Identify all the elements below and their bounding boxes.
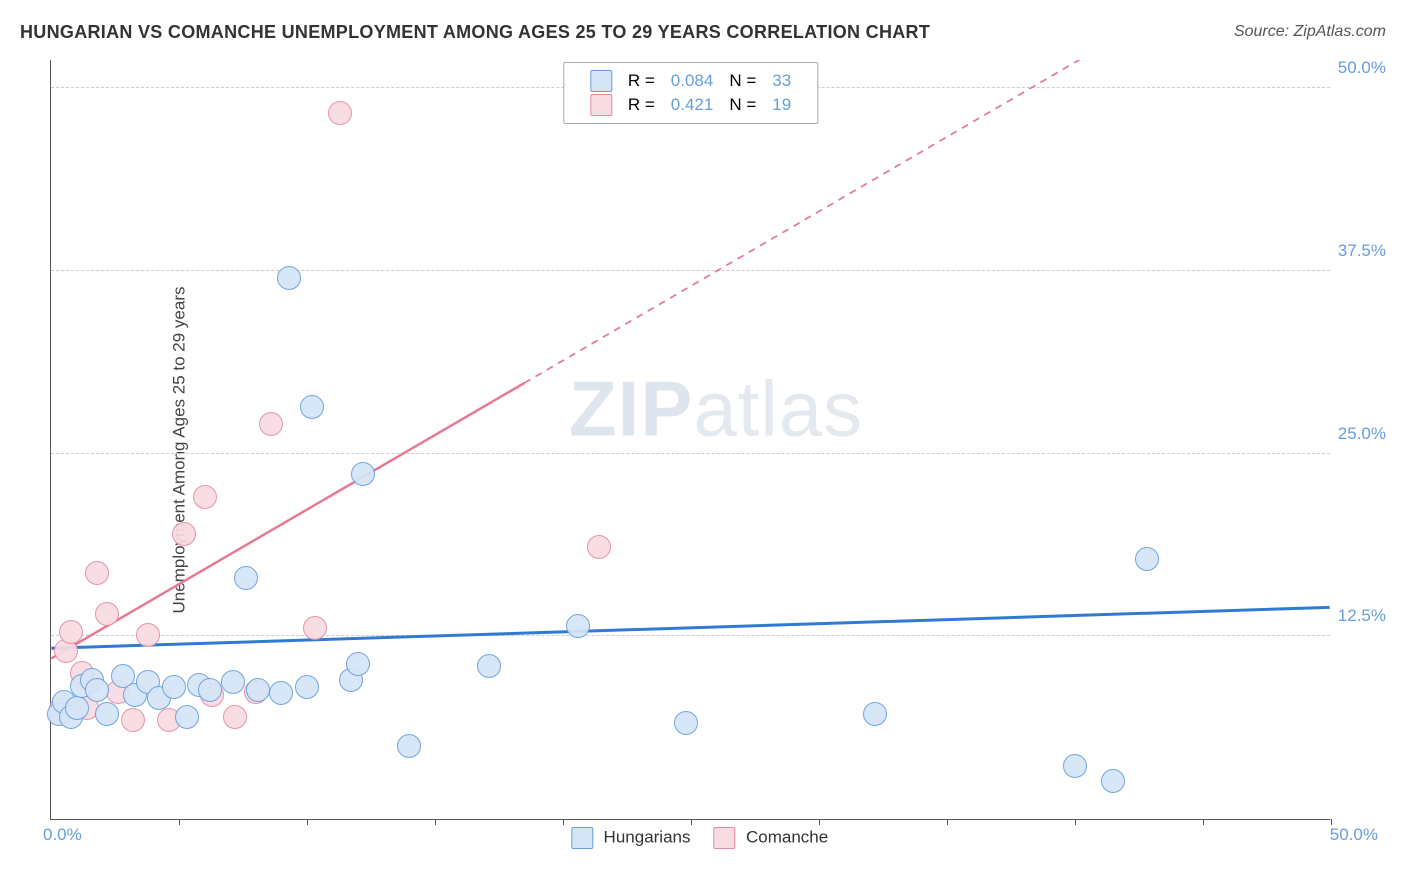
- x-tick: [1331, 819, 1332, 825]
- x-tick: [435, 819, 436, 825]
- scatter-point-hungarians: [300, 395, 324, 419]
- x-axis-max-label: 50.0%: [1330, 825, 1378, 845]
- n-label: N =: [721, 69, 764, 93]
- y-tick-label: 25.0%: [1338, 424, 1386, 444]
- scatter-point-hungarians: [397, 734, 421, 758]
- gridline: [51, 270, 1330, 271]
- watermark: ZIPatlas: [569, 364, 863, 455]
- x-tick: [1075, 819, 1076, 825]
- scatter-point-hungarians: [351, 462, 375, 486]
- scatter-point-hungarians: [65, 696, 89, 720]
- y-tick-label: 12.5%: [1338, 606, 1386, 626]
- r-label: R =: [620, 69, 663, 93]
- scatter-point-hungarians: [346, 652, 370, 676]
- scatter-point-hungarians: [863, 702, 887, 726]
- y-tick-label: 50.0%: [1338, 58, 1386, 78]
- y-tick-label: 37.5%: [1338, 241, 1386, 261]
- r-value-hungarians: 0.084: [663, 69, 722, 93]
- plot-area: ZIPatlas R = 0.084 N = 33 R = 0.421 N = …: [50, 60, 1330, 820]
- trend-lines: [51, 60, 1330, 819]
- scatter-point-comanche: [223, 705, 247, 729]
- scatter-point-hungarians: [1063, 754, 1087, 778]
- scatter-point-hungarians: [175, 705, 199, 729]
- legend-label-hungarians: Hungarians: [604, 827, 691, 846]
- scatter-point-hungarians: [162, 675, 186, 699]
- scatter-point-hungarians: [1101, 769, 1125, 793]
- x-axis-origin-label: 0.0%: [43, 825, 82, 845]
- scatter-point-hungarians: [674, 711, 698, 735]
- chart-container: Unemployment Among Ages 25 to 29 years Z…: [50, 60, 1386, 840]
- x-tick: [947, 819, 948, 825]
- swatch-comanche: [590, 94, 612, 116]
- n-value-hungarians: 33: [764, 69, 799, 93]
- scatter-point-hungarians: [221, 670, 245, 694]
- correlation-legend: R = 0.084 N = 33 R = 0.421 N = 19: [563, 62, 818, 124]
- scatter-point-hungarians: [246, 678, 270, 702]
- swatch-hungarians: [590, 70, 612, 92]
- legend-row-comanche: R = 0.421 N = 19: [582, 93, 799, 117]
- chart-source: Source: ZipAtlas.com: [1234, 23, 1386, 41]
- r-value-comanche: 0.421: [663, 93, 722, 117]
- scatter-point-hungarians: [566, 614, 590, 638]
- x-tick: [563, 819, 564, 825]
- swatch-hungarians-bottom: [571, 827, 593, 849]
- scatter-point-hungarians: [95, 702, 119, 726]
- x-tick: [691, 819, 692, 825]
- scatter-point-comanche: [587, 535, 611, 559]
- scatter-point-comanche: [121, 708, 145, 732]
- gridline: [51, 453, 1330, 454]
- legend-row-hungarians: R = 0.084 N = 33: [582, 69, 799, 93]
- scatter-point-comanche: [136, 623, 160, 647]
- n-value-comanche: 19: [764, 93, 799, 117]
- scatter-point-comanche: [193, 485, 217, 509]
- scatter-point-hungarians: [85, 678, 109, 702]
- x-tick: [307, 819, 308, 825]
- chart-title: HUNGARIAN VS COMANCHE UNEMPLOYMENT AMONG…: [20, 22, 930, 43]
- scatter-point-hungarians: [234, 566, 258, 590]
- gridline: [51, 635, 1330, 636]
- scatter-point-hungarians: [477, 654, 501, 678]
- x-tick: [179, 819, 180, 825]
- legend-label-comanche: Comanche: [746, 827, 828, 846]
- scatter-point-comanche: [259, 412, 283, 436]
- scatter-point-hungarians: [198, 678, 222, 702]
- scatter-point-hungarians: [269, 681, 293, 705]
- scatter-point-comanche: [85, 561, 109, 585]
- scatter-point-hungarians: [277, 266, 301, 290]
- scatter-point-comanche: [95, 602, 119, 626]
- scatter-point-comanche: [172, 522, 196, 546]
- scatter-point-comanche: [59, 620, 83, 644]
- series-legend: Hungarians Comanche: [553, 827, 828, 849]
- x-tick: [819, 819, 820, 825]
- scatter-point-comanche: [328, 101, 352, 125]
- r-label: R =: [620, 93, 663, 117]
- scatter-point-hungarians: [1135, 547, 1159, 571]
- x-tick: [1203, 819, 1204, 825]
- swatch-comanche-bottom: [713, 827, 735, 849]
- scatter-point-hungarians: [295, 675, 319, 699]
- scatter-point-comanche: [303, 616, 327, 640]
- n-label: N =: [721, 93, 764, 117]
